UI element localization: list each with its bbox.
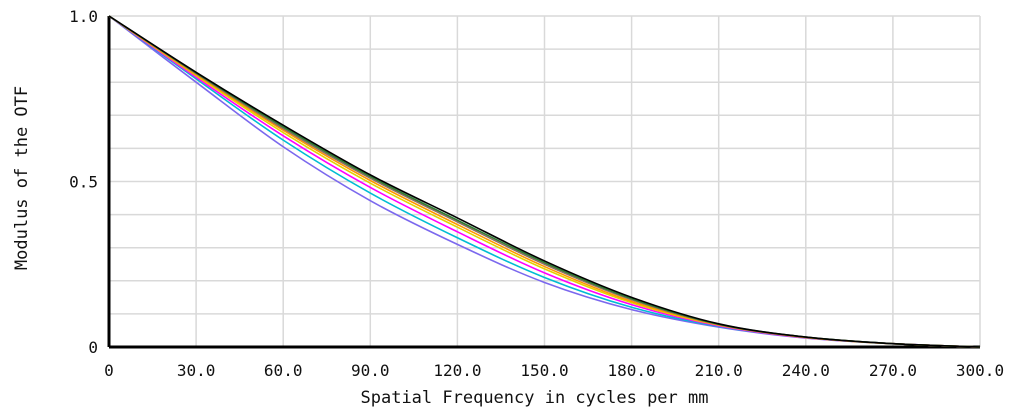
y-tick-label: 0 — [88, 338, 98, 357]
x-tick-label: 300.0 — [956, 361, 1004, 380]
x-tick-label: 150.0 — [520, 361, 568, 380]
axes — [107, 16, 980, 349]
grid — [109, 15, 981, 347]
tick-labels: 0 30.0 60.0 90.0 120.0 150.0 180.0 210.0 240.0 27… — [69, 7, 1004, 380]
x-tick-label: 270.0 — [869, 361, 917, 380]
x-tick-label: 30.0 — [177, 361, 216, 380]
x-tick-label: 90.0 — [351, 361, 390, 380]
x-tick-label: 240.0 — [782, 361, 830, 380]
series-group — [108, 15, 981, 348]
x-tick-label: 180.0 — [608, 361, 656, 380]
y-tick-label: 0.5 — [69, 173, 98, 192]
x-axis-label: Spatial Frequency in cycles per mm — [361, 388, 709, 408]
x-tick-label: 120.0 — [433, 361, 481, 380]
y-tick-label: 1.0 — [69, 7, 98, 26]
x-tick-label: 60.0 — [264, 361, 303, 380]
x-tick-label: 210.0 — [695, 361, 743, 380]
series-line-1 — [108, 15, 981, 348]
y-axis-label: Modulus of the OTF — [12, 86, 32, 270]
x-tick-label: 0 — [104, 361, 114, 380]
